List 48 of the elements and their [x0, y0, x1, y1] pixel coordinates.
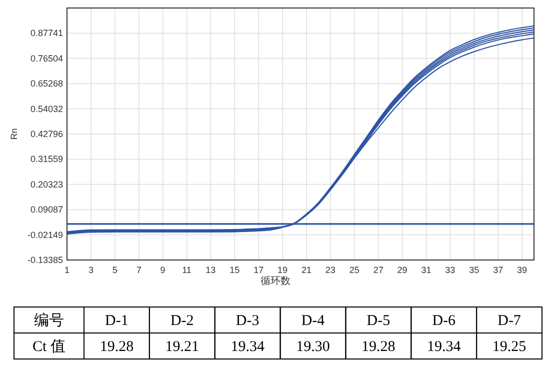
text: D-1: [105, 313, 128, 329]
y-tick-label: 0.54032: [30, 104, 63, 114]
x-tick-label: 15: [230, 265, 240, 275]
x-tick-label: 25: [349, 265, 360, 275]
y-tick-label: 0.65268: [30, 78, 63, 89]
text: D-2: [170, 313, 194, 329]
x-tick-label: 33: [445, 265, 456, 275]
x-tick-label: 35: [469, 265, 480, 275]
text: 19.28: [100, 339, 134, 355]
x-tick-label: 1: [64, 265, 70, 275]
text: 编号: [34, 312, 64, 329]
x-tick-label: 27: [373, 265, 384, 275]
text: 19.30: [296, 339, 330, 355]
y-tick-label: 0.09087: [30, 204, 63, 215]
x-tick-label: 23: [325, 265, 336, 275]
x-tick-label: 3: [88, 265, 94, 275]
x-tick-label: 5: [112, 265, 118, 275]
x-tick-label: 29: [397, 265, 408, 275]
y-tick-label: 0.20323: [30, 179, 63, 190]
y-tick-label: 0.42796: [30, 129, 63, 139]
text: Ct 值: [32, 339, 66, 355]
x-tick-label: 39: [517, 265, 528, 275]
x-axis-title: 循环数: [260, 276, 290, 287]
text: D-3: [236, 313, 260, 329]
text: D-4: [301, 313, 326, 329]
y-tick-label: -0.02149: [27, 230, 63, 240]
x-tick-label: 31: [421, 265, 432, 275]
x-tick-label: 21: [301, 265, 312, 275]
x-tick-label: 9: [160, 265, 166, 275]
y-tick-label: 0.31559: [30, 154, 63, 164]
text: D-6: [432, 313, 456, 329]
x-tick-label: 17: [254, 265, 264, 275]
text: 19.25: [492, 339, 526, 355]
y-tick-label: 0.76504: [30, 53, 63, 64]
text: 19.28: [362, 339, 396, 355]
x-tick-label: 13: [206, 265, 216, 275]
x-tick-label: 19: [278, 265, 288, 275]
x-tick-label: 11: [182, 265, 192, 275]
y-tick-label: -0.13385: [27, 255, 63, 265]
text: 19.34: [230, 339, 265, 355]
y-axis-title: Rn: [9, 128, 19, 140]
text: D-7: [498, 313, 522, 329]
x-tick-label: 37: [493, 265, 504, 275]
text: 19.34: [426, 339, 462, 355]
y-tick-label: 0.87741: [30, 28, 63, 38]
text: 19.21: [165, 339, 200, 355]
text: D-5: [366, 313, 390, 329]
x-tick-label: 7: [136, 265, 142, 275]
